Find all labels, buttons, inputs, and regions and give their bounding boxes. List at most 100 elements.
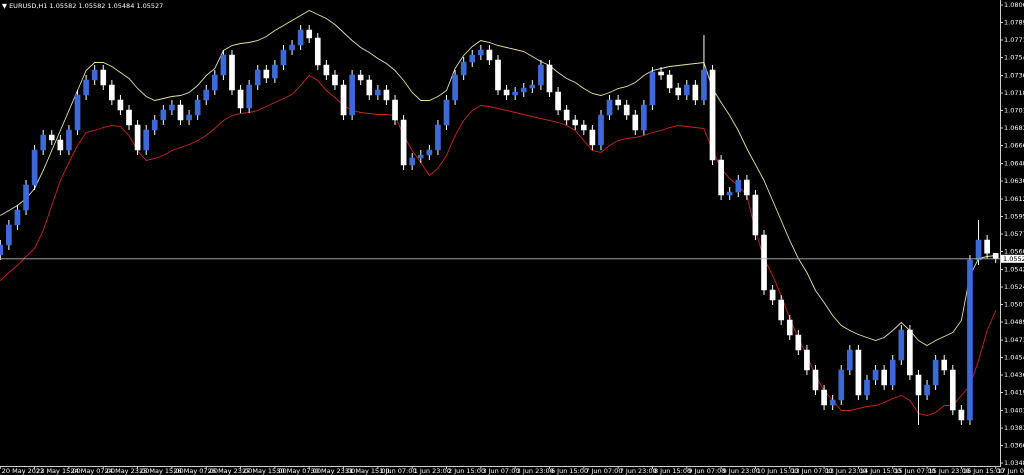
candle-body — [786, 319, 793, 336]
candle-body — [872, 369, 879, 381]
candle-body — [486, 49, 493, 61]
candle-body — [306, 29, 313, 39]
candle-body — [752, 194, 759, 236]
candle-body — [143, 129, 149, 151]
candle-body — [340, 84, 347, 116]
candle-body — [915, 374, 922, 396]
y-tick-label: 1.04190 — [1004, 389, 1024, 397]
ohlc-close: 1.05527 — [136, 2, 163, 10]
candle-body — [6, 224, 12, 246]
candle-body — [66, 129, 72, 151]
candle-body — [864, 379, 870, 396]
x-tick-label: 24 May 07:00 — [70, 467, 115, 475]
y-tick-label: 1.06125 — [1004, 195, 1024, 203]
candle-body — [838, 369, 845, 401]
y-tick-label: 1.07540 — [1004, 54, 1024, 62]
y-tick-label: 1.07360 — [1004, 72, 1024, 80]
candle-body — [452, 74, 458, 101]
candle-body — [821, 389, 827, 406]
ohlc-low: 1.05484 — [107, 2, 134, 10]
candle-body — [572, 119, 579, 126]
candle-body — [615, 99, 621, 106]
candle-body — [924, 384, 930, 396]
envelope-line — [0, 74, 997, 416]
candle-body — [435, 124, 441, 151]
candle-body — [211, 74, 218, 91]
x-tick-label: 30 May 07:00 — [276, 467, 321, 475]
x-tick-label: 7 Jun 07:00 — [585, 467, 622, 475]
candle-body — [881, 369, 887, 386]
plot-area — [0, 9, 999, 425]
x-tick-label: 30 May 23:00 — [311, 467, 356, 475]
candle-body — [975, 239, 982, 261]
x-tick-label: 8 Jun 15:00 — [654, 467, 691, 475]
candle-body — [14, 209, 21, 226]
x-tick-label: 14 Jun 15:00 — [860, 467, 901, 475]
candle-body — [692, 84, 699, 101]
candle-body — [289, 44, 295, 51]
candle-body — [967, 259, 973, 421]
y-tick-label: 1.05950 — [1004, 213, 1024, 221]
candle-body — [538, 64, 544, 86]
y-tick-label: 1.07185 — [1004, 89, 1024, 97]
candle-body — [23, 184, 29, 211]
candle-body — [246, 84, 252, 109]
candle-body — [83, 79, 89, 96]
candle-body — [151, 119, 158, 131]
candle-body — [666, 74, 673, 89]
candle-body — [254, 69, 261, 86]
candle-body — [503, 89, 510, 96]
candle-body — [237, 89, 244, 109]
dropdown-icon[interactable]: ▼ — [2, 2, 7, 10]
candle-body — [641, 104, 647, 131]
x-tick-label: 9 Jun 07:00 — [688, 467, 725, 475]
candle-body — [31, 149, 38, 186]
candle-body — [804, 349, 810, 371]
candle-body — [949, 369, 956, 411]
candle-body — [546, 64, 553, 93]
x-tick-label: 10 Jun 15:00 — [757, 467, 798, 475]
candle-body — [812, 369, 819, 391]
candle-body — [769, 289, 776, 301]
y-tick-label: 1.06660 — [1004, 142, 1024, 150]
candle-body — [126, 109, 132, 126]
y-tick-label: 1.06480 — [1004, 160, 1024, 168]
candle-body — [332, 74, 338, 86]
y-tick-label: 1.04365 — [1004, 371, 1024, 379]
candle-body — [392, 99, 398, 121]
x-tick-label: 1 Jun 07:00 — [379, 467, 416, 475]
candle-body — [589, 129, 596, 146]
ohlc-high: 1.05582 — [78, 2, 105, 10]
y-tick-label: 1.04540 — [1004, 354, 1024, 362]
candle-body — [40, 134, 47, 151]
candle-body — [314, 37, 321, 66]
candle-body — [529, 84, 536, 89]
candle-body — [357, 74, 364, 81]
candle-body — [0, 244, 4, 256]
candle-body — [366, 79, 373, 96]
y-tick-label: 1.04895 — [1004, 318, 1024, 326]
ohlc-open: 1.05582 — [50, 2, 77, 10]
candle-body — [426, 149, 433, 156]
candle-body — [520, 87, 527, 93]
candle-body — [632, 114, 639, 131]
chart-header: ▼ EURUSD,H1 1.05582 1.05582 1.05484 1.05… — [2, 2, 163, 10]
y-tick-label: 1.07010 — [1004, 107, 1024, 115]
candle-body — [555, 91, 561, 111]
candle-body — [744, 179, 750, 196]
y-tick-label: 1.05070 — [1004, 301, 1024, 309]
x-tick-label: 16 Jun 15:00 — [963, 467, 1004, 475]
x-tick-label: 6 Jun 15:00 — [551, 467, 588, 475]
x-tick-label: 1 Jun 23:00 — [414, 467, 451, 475]
candle-body — [984, 239, 990, 254]
x-tick-label: 31 May 15:00 — [345, 467, 390, 475]
candle-body — [941, 359, 948, 371]
y-tick-label: 1.07890 — [1004, 19, 1024, 27]
y-tick-label: 1.06835 — [1004, 124, 1024, 132]
candle-body — [169, 104, 175, 111]
candle-body — [272, 64, 278, 79]
candle-body — [855, 349, 862, 396]
candle-body — [383, 89, 390, 101]
